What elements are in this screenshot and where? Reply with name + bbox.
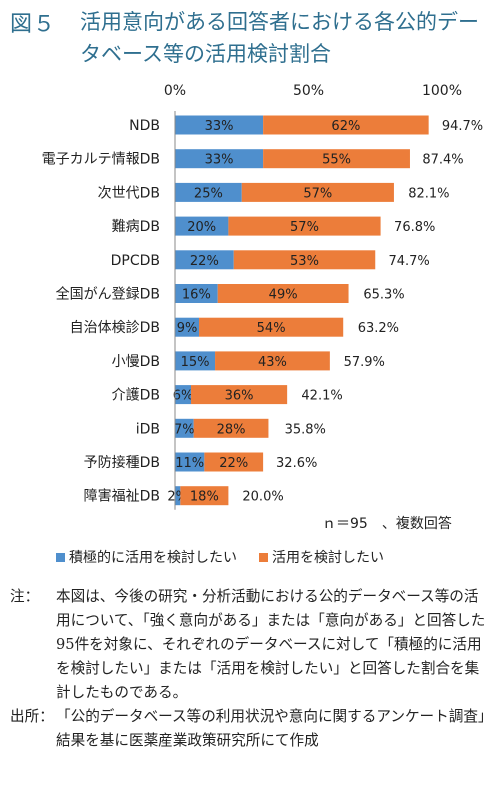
- category-label: 全国がん登録DB: [56, 286, 160, 303]
- data-label: 33%: [205, 119, 234, 134]
- total-label: 35.8%: [285, 422, 326, 437]
- data-label: 55%: [322, 153, 351, 168]
- data-label: 11%: [175, 456, 204, 471]
- bar-segment-series-2: [191, 385, 288, 405]
- category-label: 障害福祉DB: [84, 489, 160, 505]
- bars: 33% 62% 94.7% 33% 55% 87.4% 25% 57% 82.1% 20% 57% 7…: [167, 115, 483, 506]
- category-label: 小慢DB: [112, 353, 160, 370]
- bar-segment-series-1: [175, 216, 229, 236]
- category-label: 難病DB: [112, 219, 160, 235]
- category-label: DPCDB: [111, 253, 160, 269]
- bar-segment-series-2: [217, 284, 349, 303]
- data-label: 22%: [190, 254, 219, 269]
- data-label: 36%: [225, 389, 254, 404]
- total-label: 42.1%: [301, 389, 342, 404]
- sample-size-note: ｎ＝95 、複数回答: [322, 516, 452, 532]
- data-label: 33%: [205, 153, 234, 168]
- bar-segment-series-2: [228, 216, 381, 236]
- category-labels: NDB 電子カルテ情報DB 次世代DB 難病DB DPCDB 全国がん登録DB 自治体検診D…: [42, 118, 160, 505]
- x-tick-label: 0%: [164, 83, 186, 99]
- bar-segment-series-1: [175, 351, 216, 371]
- total-label: 82.1%: [408, 186, 449, 201]
- total-label: 57.9%: [344, 355, 385, 370]
- bar-segment-series-1: [175, 182, 242, 202]
- bar-segment-series-1: [175, 486, 181, 506]
- bar-segment-series-1: [175, 284, 218, 303]
- figure-title: 活用意向がある回答者における各公的データベース等の活用検討割合: [80, 10, 479, 66]
- x-axis-ticks: 0% 50% 100%: [164, 83, 462, 99]
- note-row: 注： 本図は、今後の研究・分析活動における公的データベース等の活用について、「強…: [10, 585, 492, 705]
- category-label: 次世代DB: [98, 185, 160, 201]
- category-label: NDB: [129, 118, 160, 134]
- data-label: 7%: [174, 422, 195, 437]
- data-label: 57%: [303, 186, 332, 201]
- bar-segment-series-1: [175, 115, 264, 135]
- notes-block: 注： 本図は、今後の研究・分析活動における公的データベース等の活用について、「強…: [10, 585, 492, 753]
- total-label: 32.6%: [276, 456, 317, 471]
- data-label: 25%: [194, 186, 223, 201]
- figure-number: 図５: [10, 12, 57, 37]
- source-label: 出所：: [10, 708, 54, 725]
- bar-segment-series-2: [233, 250, 376, 270]
- data-label: 18%: [190, 490, 219, 505]
- legend-item-series-2: 活用を検討したい: [259, 547, 384, 567]
- x-tick-label: 100%: [422, 83, 462, 99]
- category-label: 自治体検診DB: [70, 320, 160, 336]
- bar-segment-series-2: [180, 486, 229, 506]
- data-label: 62%: [331, 119, 360, 134]
- legend-label-series-1: 積極的に活用を検討したい: [69, 550, 237, 566]
- data-label: 6%: [173, 389, 194, 404]
- data-label: 28%: [217, 422, 246, 437]
- data-label: 15%: [181, 355, 210, 370]
- data-label: 20%: [187, 220, 216, 235]
- source-text: 「公的データベース等の利用状況や意向に関するアンケート調査」結果を基に医薬産業政…: [56, 708, 486, 749]
- bar-segment-series-2: [204, 452, 264, 472]
- bar-segment-series-2: [263, 115, 429, 135]
- legend-label-series-2: 活用を検討したい: [272, 550, 384, 566]
- bar-segment-series-2: [241, 182, 394, 202]
- legend-swatch-series-1: [56, 552, 65, 562]
- source-row: 出所： 「公的データベース等の利用状況や意向に関するアンケート調査」結果を基に医…: [10, 705, 492, 753]
- legend: 積極的に活用を検討したい 活用を検討したい: [56, 547, 384, 567]
- bar-segment-series-2: [193, 418, 269, 438]
- legend-item-series-1: 積極的に活用を検討したい: [56, 547, 237, 567]
- note-label: 注：: [10, 588, 40, 605]
- total-label: 87.4%: [422, 153, 463, 168]
- total-label: 65.3%: [363, 288, 404, 303]
- bar-segment-series-1: [175, 418, 194, 438]
- data-label: 54%: [257, 321, 286, 336]
- total-label: 94.7%: [442, 119, 483, 134]
- data-label: 16%: [182, 288, 211, 303]
- data-label: 53%: [290, 254, 319, 269]
- bar-segment-series-2: [215, 351, 330, 371]
- total-label: 63.2%: [358, 321, 399, 336]
- total-label: 76.8%: [394, 220, 435, 235]
- bar-segment-series-1: [175, 452, 205, 472]
- category-label: 介護DB: [112, 388, 160, 404]
- data-label: 49%: [269, 288, 298, 303]
- data-label: 22%: [219, 456, 248, 471]
- bar-segment-series-2: [199, 317, 344, 337]
- note-text: 本図は、今後の研究・分析活動における公的データベース等の活用について、「強く意向…: [56, 588, 486, 701]
- stacked-bar-chart: 0% 50% 100% NDB 電子カルテ情報DB 次世代DB 難病DB DPCDB 全国がん…: [42, 83, 483, 510]
- total-label: 74.7%: [388, 254, 429, 269]
- category-label: iDB: [136, 421, 160, 437]
- bar-segment-series-2: [263, 149, 410, 169]
- category-label: 予防接種DB: [84, 454, 160, 471]
- bar-segment-series-1: [175, 317, 200, 337]
- bar-segment-series-1: [175, 385, 192, 405]
- total-label: 20.0%: [242, 490, 283, 505]
- bar-segment-series-1: [175, 149, 264, 169]
- data-label: 43%: [258, 355, 287, 370]
- category-label: 電子カルテ情報DB: [42, 152, 160, 168]
- data-label: 9%: [177, 321, 198, 336]
- x-tick-label: 50%: [293, 83, 324, 99]
- legend-swatch-series-2: [259, 552, 268, 562]
- data-label: 57%: [290, 220, 319, 235]
- bar-segment-series-1: [175, 250, 234, 270]
